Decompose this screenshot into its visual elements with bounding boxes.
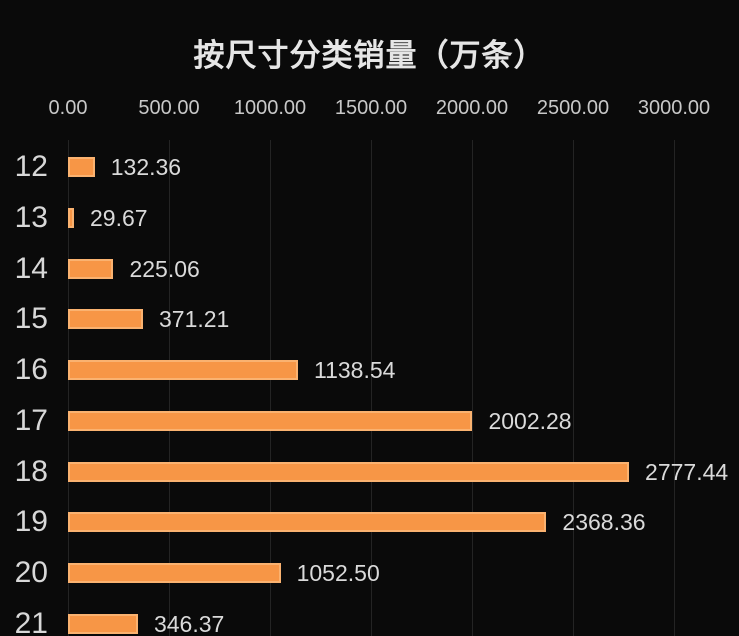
category-label: 12 xyxy=(14,150,48,183)
gridline xyxy=(68,140,69,636)
category-label: 21 xyxy=(14,606,48,636)
category-label: 15 xyxy=(14,302,48,336)
value-label: 371.21 xyxy=(158,306,230,333)
value-label: 2777.44 xyxy=(645,458,729,485)
bar xyxy=(68,309,143,330)
x-tick-label: 0.00 xyxy=(48,97,88,119)
bar xyxy=(68,207,74,228)
bar xyxy=(68,360,298,380)
gridline xyxy=(169,140,170,636)
x-tick-label: 2000.00 xyxy=(435,97,509,119)
value-label: 1138.54 xyxy=(313,357,396,383)
category-label: 14 xyxy=(14,251,48,285)
bar xyxy=(68,563,281,583)
x-tick-label: 3000.00 xyxy=(637,97,711,119)
x-tick-label: 1500.00 xyxy=(334,97,408,119)
bar xyxy=(68,157,95,177)
gridline xyxy=(674,140,675,636)
x-tick-label: 2500.00 xyxy=(536,97,610,119)
bar xyxy=(68,461,630,482)
value-label: 2002.28 xyxy=(488,407,572,434)
x-tick-label: 500.00 xyxy=(138,97,200,119)
gridline xyxy=(270,140,271,636)
category-label: 19 xyxy=(14,505,48,539)
value-label: 29.67 xyxy=(89,204,148,231)
value-label: 225.06 xyxy=(129,255,200,282)
x-tick-label: 1000.00 xyxy=(233,97,307,119)
category-label: 13 xyxy=(14,200,48,234)
category-label: 16 xyxy=(14,353,48,386)
value-label: 1052.50 xyxy=(296,560,380,586)
bar xyxy=(68,512,547,533)
category-label: 20 xyxy=(14,556,48,589)
gridline xyxy=(573,140,574,636)
gridline xyxy=(472,140,473,636)
value-label: 132.36 xyxy=(110,154,182,180)
bar xyxy=(68,410,473,431)
value-label: 2368.36 xyxy=(562,509,646,536)
chart-title: 按尺寸分类销量（万条） xyxy=(193,38,546,73)
category-label: 17 xyxy=(14,403,48,437)
gridline xyxy=(371,140,372,636)
bar xyxy=(68,613,138,634)
bar xyxy=(68,258,114,279)
category-label: 18 xyxy=(14,454,48,488)
value-label: 346.37 xyxy=(153,610,225,636)
